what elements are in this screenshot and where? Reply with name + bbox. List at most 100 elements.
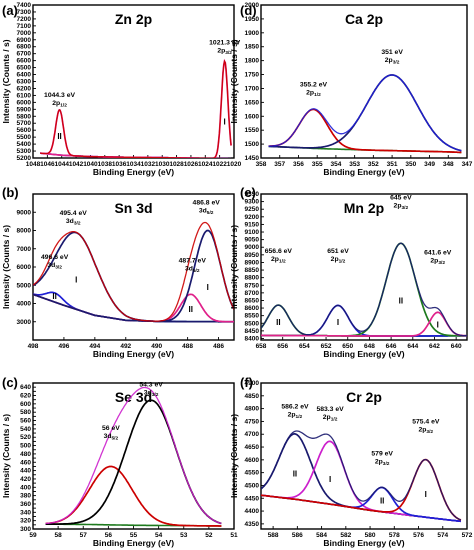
y-tick-label: 8600 <box>245 305 260 312</box>
peak-orbital-label: 2p3/2 <box>375 459 390 468</box>
x-axis-label: Binding Energy (eV) <box>93 538 174 548</box>
x-tick-label: 1030 <box>155 161 170 168</box>
peak-orbital-label: 3d3/2 <box>66 218 81 227</box>
x-axis-label: Binding Energy (eV) <box>93 349 174 359</box>
x-tick-label: 55 <box>130 532 138 539</box>
peak-energy-label: 351 eV <box>381 49 403 56</box>
y-tick-label: 420 <box>20 476 31 483</box>
y-tick-label: 6600 <box>17 58 32 65</box>
y-tick-label: 3000 <box>17 319 32 326</box>
y-tick-label: 8800 <box>245 275 260 282</box>
y-tick-label: 9050 <box>245 237 260 244</box>
component-label: I <box>337 318 339 327</box>
y-tick-label: 1550 <box>245 127 260 134</box>
peak-orbital-label: 2p3/2 <box>385 57 400 65</box>
y-tick-label: 9300 <box>245 199 260 206</box>
y-axis-label: Intensity (Counts / s) <box>229 225 239 309</box>
y-tick-label: 1850 <box>245 44 260 51</box>
y-tick-label: 560 <box>20 418 31 425</box>
x-tick-label: 658 <box>256 343 267 350</box>
y-tick-label: 4650 <box>245 444 260 451</box>
y-tick-label: 8950 <box>245 252 260 259</box>
x-tick-label: 646 <box>386 343 397 350</box>
peak-energy-label: 579 eV <box>371 451 393 458</box>
x-axis-label: Binding Energy (eV) <box>93 167 174 177</box>
x-tick-label: 492 <box>120 343 131 350</box>
x-tick-label: 650 <box>342 343 353 350</box>
y-axis-label: Intensity (Counts / s) <box>1 39 11 123</box>
x-tick-label: 1042 <box>69 161 84 168</box>
y-tick-label: 5300 <box>17 148 32 155</box>
y-tick-label: 1450 <box>245 155 260 162</box>
y-tick-label: 1600 <box>245 113 260 120</box>
y-tick-label: 9200 <box>245 214 260 221</box>
y-tick-label: 6800 <box>17 44 32 51</box>
x-tick-label: 1026 <box>184 161 199 168</box>
x-tick-label: 588 <box>268 532 279 539</box>
component-label: II <box>276 318 280 327</box>
y-tick-label: 6000 <box>17 264 32 271</box>
x-tick-label: 58 <box>55 532 63 539</box>
y-tick-label: 8500 <box>245 320 260 327</box>
y-tick-label: 7300 <box>17 9 32 16</box>
y-tick-label: 4900 <box>245 380 260 387</box>
y-tick-label: 300 <box>20 526 31 533</box>
x-tick-label: 656 <box>277 343 288 350</box>
y-tick-label: 5600 <box>17 127 32 134</box>
panel-e: 658 656 654 652 650 648 646 644 642 6408400845085… <box>229 185 468 359</box>
y-tick-label: 8850 <box>245 267 260 274</box>
x-tick-label: 584 <box>316 532 327 539</box>
y-tick-label: 620 <box>20 393 31 400</box>
x-tick-label: 572 <box>462 532 473 539</box>
y-tick-label: 540 <box>20 426 31 433</box>
peak-orbital-label: 2p1/2 <box>323 414 338 423</box>
y-tick-label: 9350 <box>245 191 260 198</box>
panel-title: Ca 2p <box>345 11 383 27</box>
x-tick-label: 354 <box>330 161 341 168</box>
x-tick-label: 1038 <box>98 161 113 168</box>
y-tick-label: 460 <box>20 459 31 466</box>
fit-component <box>45 465 222 527</box>
y-tick-label: 4800 <box>245 406 260 413</box>
y-tick-label: 9000 <box>17 209 32 216</box>
component-label: II <box>380 496 384 505</box>
x-tick-label: 574 <box>437 532 448 539</box>
y-tick-label: 4350 <box>245 521 260 528</box>
peak-energy-label: 656.6 eV <box>265 248 293 255</box>
fit-component <box>261 311 467 337</box>
plot-frame <box>32 4 235 159</box>
fit-component <box>45 399 222 525</box>
y-tick-label: 5800 <box>17 113 32 120</box>
x-tick-label: 586 <box>292 532 303 539</box>
peak-orbital-label: 3d3/2 <box>47 262 62 271</box>
y-tick-label: 4400 <box>245 508 260 515</box>
y-tick-label: 7100 <box>17 23 32 30</box>
peak-energy-label: 54.3 eV <box>139 382 163 389</box>
panel-f: 588 586 584 582 580 578 576 574 572 4350 4400 4450 4… <box>229 375 473 548</box>
y-tick-label: 640 <box>20 384 31 391</box>
y-tick-label: 1950 <box>245 16 260 23</box>
x-tick-label: 654 <box>299 343 310 350</box>
x-tick-label: 1032 <box>141 161 156 168</box>
x-tick-label: 494 <box>89 343 100 350</box>
peak-orbital-label: 2p3/2 <box>430 257 445 266</box>
peak-energy-label: 1044.3 eV <box>44 92 75 99</box>
x-tick-label: 648 <box>364 343 375 350</box>
y-axis-label: Intensity (Counts / s) <box>1 414 11 498</box>
x-tick-label: 352 <box>368 161 379 168</box>
y-tick-label: 480 <box>20 451 31 458</box>
component-label: II <box>399 297 403 306</box>
panel-c: 59 58 57 56 55 54 53 52 513003203403603804004204… <box>1 375 238 548</box>
envelope-curve <box>40 59 232 158</box>
y-tick-label: 9000 <box>245 244 260 251</box>
plot-frame <box>260 382 468 530</box>
y-tick-label: 7200 <box>17 16 32 23</box>
y-tick-label: 4550 <box>245 470 260 477</box>
x-tick-label: 54 <box>155 532 163 539</box>
plot-frame <box>260 4 468 159</box>
x-tick-label: 358 <box>256 161 267 168</box>
y-tick-label: 500 <box>20 443 31 450</box>
fit-component <box>40 58 232 158</box>
peak-energy-label: 496.6 eV <box>41 254 69 261</box>
x-tick-label: 357 <box>274 161 285 168</box>
